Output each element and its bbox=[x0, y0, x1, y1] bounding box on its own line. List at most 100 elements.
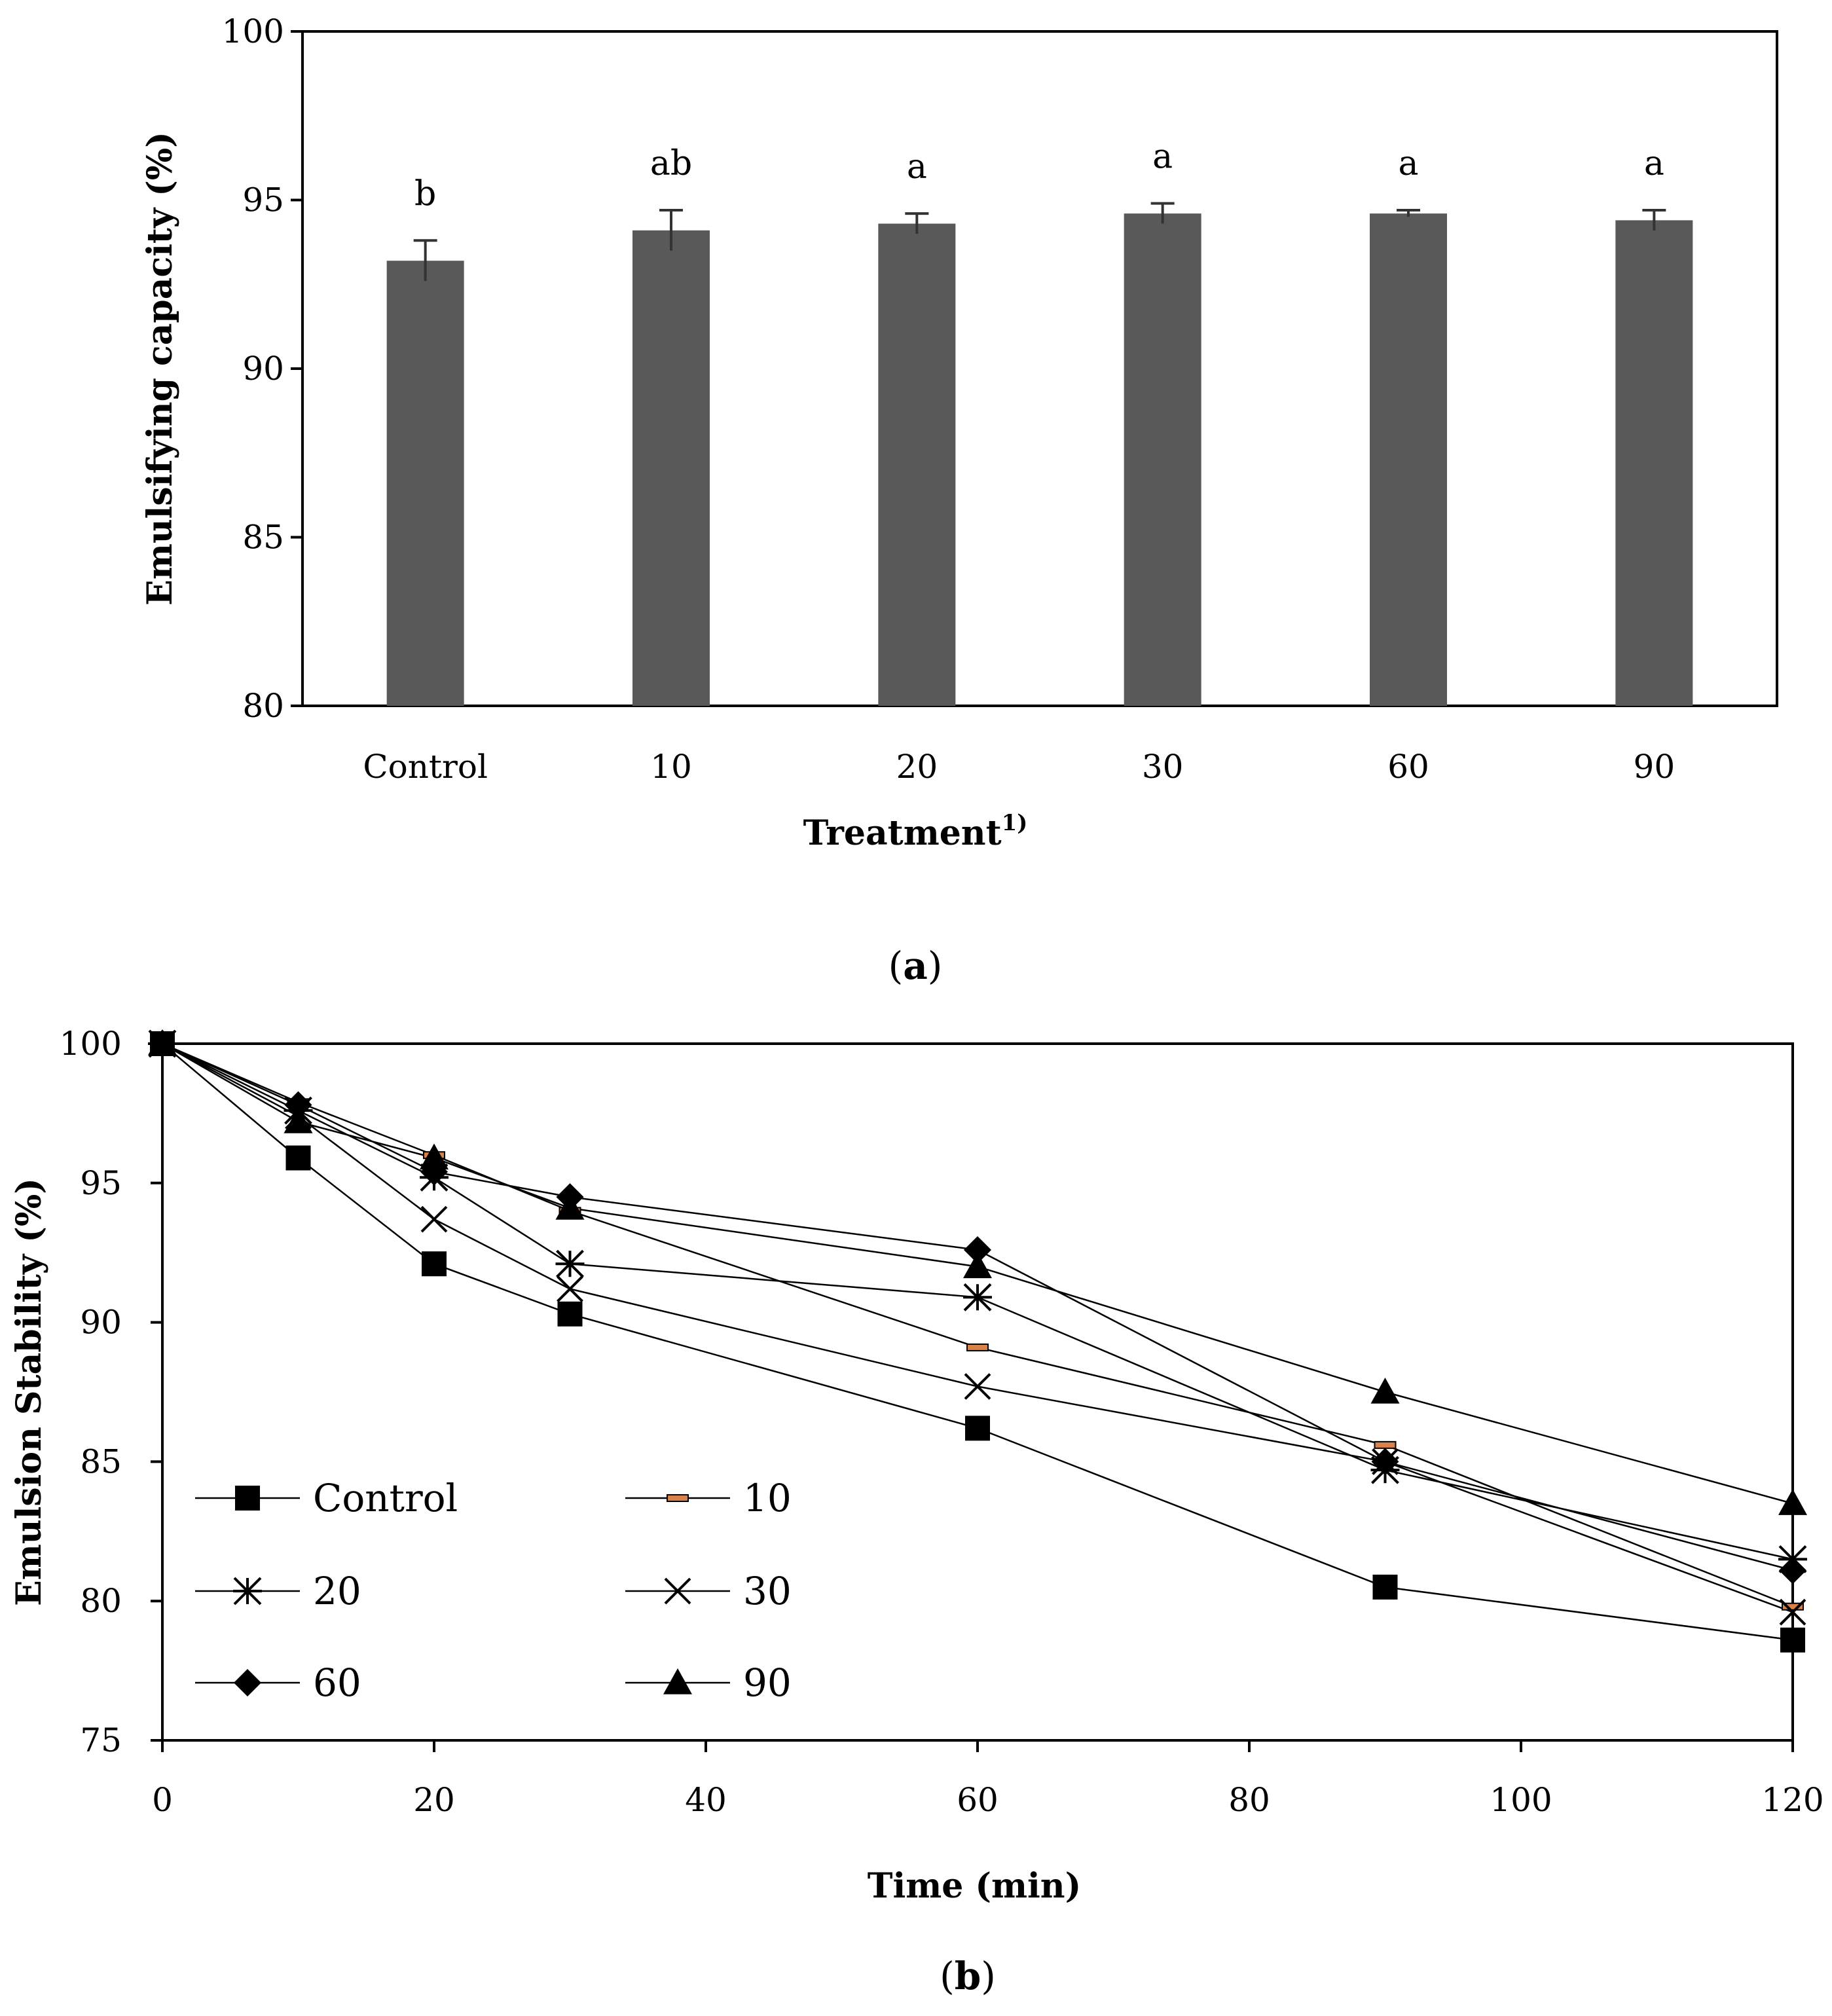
panel-b-y-tick-label: 100 bbox=[60, 1025, 122, 1063]
panel-b-point-10 bbox=[966, 1343, 989, 1351]
panel-b-label-letter: b bbox=[955, 1954, 981, 1998]
panel-b-point-60 bbox=[284, 1091, 312, 1119]
legend-label-10: 10 bbox=[743, 1476, 792, 1520]
panel-b-point-90 bbox=[555, 1194, 585, 1220]
panel-a-bar bbox=[1124, 213, 1201, 706]
panel-a-y-tick-label: 85 bbox=[242, 519, 284, 557]
panel-b-label-close: ) bbox=[981, 1954, 996, 1998]
panel-a-x-axis-title-superscript: 1) bbox=[1002, 810, 1028, 836]
panel-b-line-30 bbox=[162, 1042, 1793, 1613]
panel-b-point-60 bbox=[1779, 1556, 1806, 1585]
panel-a-significance-letter: b bbox=[414, 174, 436, 213]
panel-b-line-chart: 75 80 85 90 95 100 0 20 40 60 80 100 120 Control 10 2… bbox=[9, 1025, 1824, 1998]
panel-b-point-control bbox=[1372, 1574, 1398, 1600]
legend-marker-10 bbox=[667, 1494, 689, 1502]
panel-b-series-lines bbox=[162, 1042, 1793, 1641]
panel-a-y-tick-label: 90 bbox=[242, 350, 284, 388]
panel-b-point-90 bbox=[1370, 1378, 1400, 1404]
panel-b-point-30-stroke bbox=[557, 1275, 583, 1302]
panel-a-label-close: ) bbox=[928, 944, 943, 988]
panel-a-y-axis-title: Emulsifying capacity (%) bbox=[140, 132, 180, 606]
panel-a-bar bbox=[1370, 213, 1447, 706]
panel-b-point-90 bbox=[284, 1107, 313, 1133]
legend-marker-90 bbox=[663, 1668, 692, 1695]
legend-marker-30-stroke bbox=[664, 1577, 691, 1605]
panel-a-x-axis-title: Treatment1) bbox=[803, 810, 1028, 853]
panel-b-y-tick-label: 85 bbox=[80, 1442, 122, 1480]
panel-a-x-tick-label: 90 bbox=[1634, 748, 1676, 786]
panel-a-significance-letter: ab bbox=[650, 144, 692, 183]
panel-b-y-tick-label: 90 bbox=[80, 1304, 122, 1342]
panel-b-series-markers bbox=[148, 1029, 1807, 1653]
panel-b-point-30-stroke bbox=[964, 1373, 991, 1400]
panel-a-y-tick-label: 95 bbox=[242, 181, 284, 219]
panel-b-x-tick-label: 120 bbox=[1761, 1781, 1823, 1819]
legend-label-control: Control bbox=[313, 1476, 458, 1520]
panel-b-point-20 bbox=[555, 1249, 585, 1278]
panel-b-point-90 bbox=[1778, 1489, 1807, 1515]
panel-b-point-control bbox=[1780, 1627, 1805, 1653]
panel-a-x-tick-label: 60 bbox=[1387, 748, 1429, 786]
panel-b-label-open: ( bbox=[940, 1954, 955, 1998]
legend-label-20: 20 bbox=[313, 1569, 361, 1613]
legend-label-30: 30 bbox=[743, 1569, 792, 1613]
panel-b-point-control bbox=[285, 1145, 311, 1171]
legend-marker-30 bbox=[664, 1577, 691, 1605]
panel-a-bar bbox=[386, 261, 464, 706]
panel-b-plot-frame bbox=[161, 1042, 1794, 1742]
panel-a-bar bbox=[878, 223, 956, 706]
panel-b-x-tick-label: 40 bbox=[685, 1781, 727, 1819]
legend-marker-60 bbox=[234, 1669, 261, 1696]
panel-a-y-ticks: 80 85 90 95 100 bbox=[222, 12, 302, 725]
panel-a-label-open: ( bbox=[889, 944, 904, 988]
panel-a-x-tick-label: 20 bbox=[896, 748, 938, 786]
panel-a-plot-frame bbox=[301, 30, 1778, 707]
panel-a-label: (a) bbox=[889, 944, 943, 988]
panel-b-line-control bbox=[162, 1043, 1793, 1641]
panel-b-y-ticks: 75 80 85 90 95 100 bbox=[60, 1025, 162, 1759]
legend-marker-control bbox=[235, 1486, 260, 1511]
panel-b-y-axis-title: Emulsion Stability (%) bbox=[9, 1178, 49, 1606]
panel-b-point-20 bbox=[963, 1283, 992, 1311]
panel-a-x-tick-label: 10 bbox=[650, 748, 692, 786]
panel-b-x-axis-title: Time (min) bbox=[868, 1866, 1081, 1906]
legend-label-60: 60 bbox=[313, 1660, 361, 1705]
panel-a-significance-letter: a bbox=[907, 147, 927, 187]
panel-b-point-30-stroke bbox=[420, 1205, 448, 1233]
panel-b-point-90 bbox=[148, 1029, 177, 1055]
panel-b-point-90 bbox=[420, 1143, 449, 1170]
panel-b-point-30 bbox=[964, 1373, 991, 1400]
panel-a-x-axis-title-text: Treatment bbox=[803, 813, 1002, 853]
panel-a-significance-letter: a bbox=[1398, 144, 1418, 183]
panel-a-label-letter: a bbox=[903, 944, 928, 988]
panel-b-point-90 bbox=[963, 1252, 992, 1279]
panel-a-y-tick-label: 80 bbox=[242, 687, 284, 725]
panel-b-point-10 bbox=[1374, 1440, 1397, 1449]
panel-b-x-tick-label: 0 bbox=[152, 1781, 173, 1819]
panel-b-point-60 bbox=[964, 1236, 991, 1264]
panel-b-point-30 bbox=[557, 1275, 583, 1302]
panel-b-point-control bbox=[422, 1251, 447, 1277]
panel-b-point-30 bbox=[1779, 1598, 1806, 1626]
panel-a-x-ticks: Control 10 20 30 60 90 bbox=[363, 748, 1675, 786]
panel-a-x-tick-label: Control bbox=[363, 748, 488, 786]
panel-a-bar bbox=[632, 230, 710, 706]
panel-a-bars: b ab a a a a bbox=[386, 137, 1693, 706]
panel-b-legend: Control 10 20 30 60 90 bbox=[195, 1476, 792, 1705]
panel-a-bar-chart: 80 85 90 95 100 b ab a a a a Control 10 20 30 60 90 Em… bbox=[140, 12, 1778, 988]
panel-b-x-tick-label: 60 bbox=[957, 1781, 998, 1819]
panel-b-point-10 bbox=[1782, 1602, 1804, 1611]
legend-marker-20 bbox=[233, 1577, 262, 1605]
panel-b-label: (b) bbox=[940, 1954, 996, 1998]
panel-b-x-tick-label: 20 bbox=[413, 1781, 455, 1819]
panel-a-significance-letter: a bbox=[1644, 144, 1664, 183]
panel-a-bar bbox=[1615, 220, 1693, 706]
panel-b-x-tick-label: 80 bbox=[1228, 1781, 1270, 1819]
panel-b-y-tick-label: 80 bbox=[80, 1582, 122, 1620]
panel-b-point-30 bbox=[420, 1205, 448, 1233]
panel-b-point-30-stroke bbox=[1779, 1598, 1806, 1626]
panel-b-point-60 bbox=[1371, 1448, 1399, 1476]
panel-b-point-control bbox=[557, 1301, 583, 1327]
